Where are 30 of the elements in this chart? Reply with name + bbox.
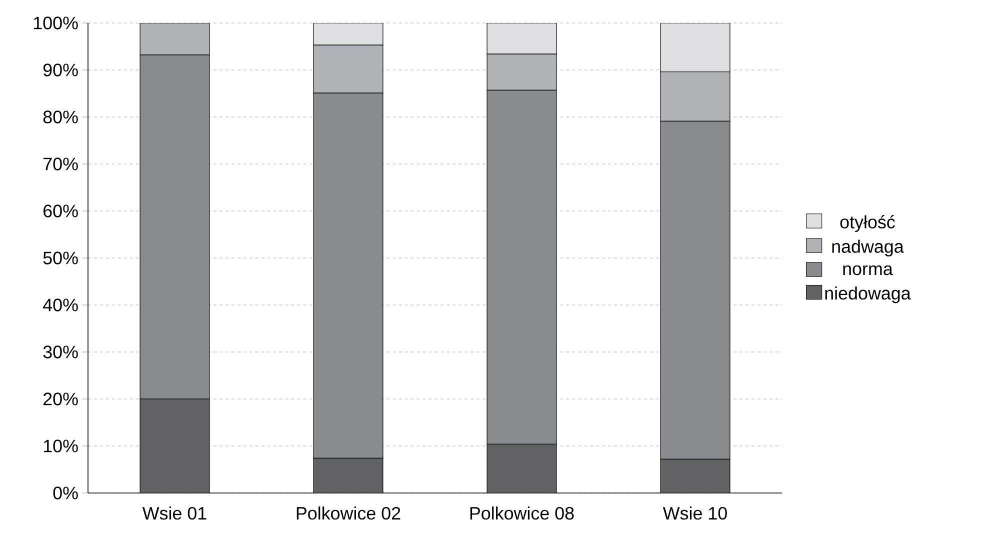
y-tick-label: 10%: [44, 440, 78, 452]
y-tick-label: 40%: [43, 298, 78, 312]
bar: [486, 444, 557, 493]
bar: [660, 458, 730, 493]
bar: [660, 72, 730, 122]
bar: [140, 22, 210, 56]
x-tick-label: Wsie 01: [142, 506, 206, 520]
bar: [140, 398, 210, 493]
bar: [660, 22, 730, 72]
y-tick-label: 60%: [44, 204, 78, 218]
y-tick-label: 100%: [34, 16, 78, 30]
x-tick-label: Polkowice 08: [470, 506, 574, 520]
legend-label: norma: [843, 265, 893, 276]
bar: [486, 54, 557, 91]
bar: [313, 22, 384, 46]
legend-label: niedowaga: [825, 286, 911, 304]
legend-label: otyłość: [840, 215, 895, 232]
bar: [486, 22, 557, 54]
bar: [313, 44, 384, 94]
y-tick-label: 50%: [43, 252, 78, 264]
y-tick-label: 30%: [43, 346, 78, 358]
x-tick-label: Polkowice 02: [296, 506, 400, 520]
x-tick-label: Wsie 10: [662, 506, 727, 520]
y-tick-label: 90%: [43, 64, 78, 76]
y-tick-label: 20%: [44, 392, 78, 406]
y-tick-label: 0%: [53, 486, 78, 500]
y-tick-label: 80%: [43, 110, 78, 124]
y-tick-label: 70%: [44, 158, 78, 170]
legend-label: nadwaga: [832, 240, 904, 256]
bar: [313, 458, 384, 493]
